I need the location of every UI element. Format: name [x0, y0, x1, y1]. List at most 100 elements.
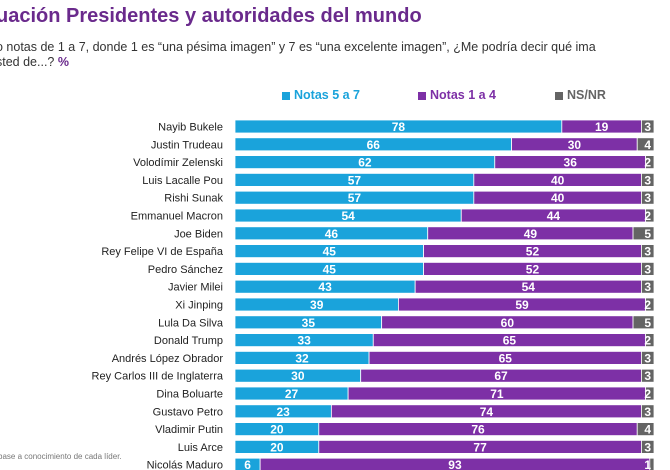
subtitle-line-1: o notas de 1 a 7, donde 1 es “una pésima…: [0, 40, 596, 54]
data-label: 2: [644, 156, 651, 170]
data-label: 4: [644, 138, 651, 152]
category-label: Joe Biden: [174, 228, 223, 240]
bar-segment: [632, 226, 655, 241]
data-label: 35: [302, 316, 316, 330]
bar-segment: [641, 119, 655, 134]
data-label: 33: [297, 334, 311, 348]
data-label: 44: [547, 209, 561, 223]
data-label: 20: [270, 440, 284, 454]
data-label: 6: [244, 458, 251, 470]
bar-segment: [632, 315, 655, 330]
bar-segment: [641, 439, 655, 454]
footnote: base a conocimiento de cada líder.: [0, 452, 122, 461]
data-label: 54: [522, 280, 536, 294]
data-label: 62: [358, 156, 372, 170]
category-label: Pedro Sánchez: [148, 264, 223, 276]
data-label: 49: [524, 227, 538, 241]
legend-swatch-s1: [282, 91, 290, 100]
category-label: Luis Lacalle Pou: [142, 175, 223, 187]
data-label: 57: [348, 173, 362, 187]
bar-segment: [645, 208, 655, 223]
category-label: Rey Carlos III de Inglaterra: [92, 371, 224, 383]
category-label: Emmanuel Macron: [131, 211, 223, 223]
data-label: 45: [323, 262, 337, 276]
data-label: 27: [285, 387, 299, 401]
bar-segment: [641, 279, 655, 294]
data-label: 3: [644, 405, 651, 419]
bar-segment: [645, 297, 655, 312]
data-label: 46: [325, 227, 339, 241]
data-label: 20: [270, 423, 284, 437]
data-label: 3: [644, 280, 651, 294]
data-label: 3: [644, 262, 651, 276]
data-label: 52: [526, 245, 540, 259]
bar-segment: [649, 457, 655, 470]
data-label: 3: [644, 440, 651, 454]
bar-segment: [641, 190, 655, 205]
data-label: 1: [644, 458, 651, 470]
data-label: 65: [503, 334, 517, 348]
category-label: Vladimir Putin: [155, 424, 223, 436]
data-label: 2: [644, 298, 651, 312]
bar-segment: [641, 368, 655, 383]
bar-segment: [641, 244, 655, 259]
data-label: 43: [318, 280, 332, 294]
bar-segment: [645, 386, 655, 401]
legend-swatch-s3: [555, 91, 563, 100]
category-label: Rishi Sunak: [164, 193, 223, 205]
category-label: Volodímir Zelenski: [133, 157, 223, 169]
data-label: 2: [644, 334, 651, 348]
data-label: 30: [568, 138, 582, 152]
data-label: 54: [341, 209, 355, 223]
legend-label-s1: Notas 5 a 7: [294, 88, 361, 102]
data-label: 59: [515, 298, 529, 312]
data-label: 76: [471, 423, 485, 437]
data-label: 65: [499, 351, 513, 365]
legend-label-s3: NS/NR: [567, 88, 606, 102]
legend-label-s2: Notas 1 a 4: [430, 88, 497, 102]
chart-subtitle: o notas de 1 a 7, donde 1 es “una pésima…: [0, 40, 670, 70]
data-label: 3: [644, 369, 651, 383]
data-label: 52: [526, 262, 540, 276]
legend-item-s3: NS/NR: [555, 88, 606, 102]
data-label: 32: [295, 351, 309, 365]
data-label: 5: [644, 316, 651, 330]
data-label: 39: [310, 298, 324, 312]
subtitle-line-2: sted de...?: [0, 55, 55, 69]
bar-segment: [636, 137, 655, 152]
category-label: Javier Milei: [168, 282, 223, 294]
category-label: Dina Boluarte: [156, 389, 223, 401]
data-label: 57: [348, 191, 362, 205]
category-label: Justin Trudeau: [151, 139, 223, 151]
category-label: Gustavo Petro: [153, 406, 223, 418]
category-label: Donald Trump: [154, 335, 223, 347]
data-label: 45: [323, 245, 337, 259]
data-label: 23: [277, 405, 291, 419]
data-label: 60: [501, 316, 515, 330]
data-label: 2: [644, 387, 651, 401]
category-label: Andrés López Obrador: [112, 353, 224, 365]
data-label: 3: [644, 173, 651, 187]
category-label: Nicolás Maduro: [147, 460, 223, 470]
chart-legend: Notas 5 a 7 Notas 1 a 4 NS/NR: [0, 88, 670, 104]
category-label: Lula Da Silva: [158, 317, 224, 329]
data-label: 40: [551, 191, 565, 205]
data-label: 66: [367, 138, 381, 152]
subtitle-unit: %: [57, 55, 69, 69]
category-label: Rey Felipe VI de España: [101, 246, 224, 258]
data-label: 4: [644, 423, 651, 437]
data-label: 71: [490, 387, 504, 401]
data-label: 93: [448, 458, 462, 470]
data-label: 5: [644, 227, 651, 241]
data-label: 74: [480, 405, 494, 419]
legend-item-s2: Notas 1 a 4: [418, 88, 496, 102]
bar-segment: [641, 404, 655, 419]
data-label: 78: [392, 120, 406, 134]
category-label: Xi Jinping: [175, 300, 223, 312]
bar-segment: [645, 333, 655, 348]
data-label: 3: [644, 191, 651, 205]
page-title: uación Presidentes y autoridades del mun…: [0, 5, 422, 27]
data-label: 30: [291, 369, 305, 383]
bar-segment: [645, 155, 655, 170]
